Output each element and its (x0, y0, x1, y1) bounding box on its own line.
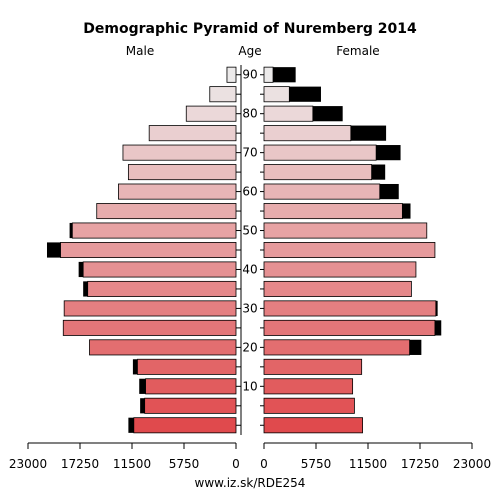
female-bar-90+ (263, 66, 274, 83)
male-x-tick-label: 0 (232, 457, 240, 471)
female-excess-25-29 (434, 320, 442, 336)
female-bar-75-79 (263, 125, 352, 142)
age-axis: 10 20 30 40 50 60 70 80 90 (236, 65, 264, 435)
female-bar-25-29 (263, 319, 436, 336)
female-bar-60-64 (263, 183, 381, 200)
female-excess-55-59 (402, 203, 411, 219)
female-excess-20-24 (409, 339, 422, 355)
age-tick-label: 40 (242, 262, 257, 276)
male-excess-5-9 (140, 398, 145, 414)
male-bar-20-24 (89, 339, 237, 356)
male-bar-25-29 (62, 319, 237, 336)
age-tick-label: 50 (242, 224, 257, 238)
age-tick-label: 10 (242, 379, 257, 393)
male-excess-0-4 (128, 417, 134, 433)
male-excess-40-44 (78, 261, 84, 278)
female-bars (263, 66, 442, 434)
female-excess-80-84 (312, 106, 343, 122)
female-excess-75-79 (350, 125, 387, 141)
male-bar-35-39 (87, 280, 237, 297)
male-bar-90+ (226, 66, 237, 83)
female-excess-70-74 (376, 145, 401, 161)
female-bar-20-24 (263, 339, 411, 356)
female-label: Female (336, 44, 379, 58)
age-tick-label: 70 (242, 146, 257, 160)
age-tick-label: 60 (242, 185, 257, 199)
age-tick-label: 30 (242, 301, 257, 315)
female-bar-50-54 (263, 222, 428, 239)
male-x-tick-label: 17250 (61, 457, 99, 471)
male-excess-15-19 (132, 359, 138, 375)
female-bar-45-49 (263, 242, 436, 258)
female-bar-30-34 (263, 300, 437, 317)
age-tick-label: 90 (242, 68, 257, 82)
male-bar-85-89 (209, 86, 237, 103)
female-bar-70-74 (263, 144, 377, 161)
male-x-tick-label: 23000 (9, 457, 47, 471)
male-excess-50-54 (69, 222, 73, 239)
female-excess-30-34 (435, 300, 438, 317)
female-bar-0-4 (263, 417, 363, 434)
x-axes: 23000 17250 11500 5750 0 0 5750 11500 17250 23000 (9, 442, 491, 471)
female-bar-10-14 (263, 378, 354, 395)
male-excess-35-39 (83, 281, 88, 297)
male-label: Male (126, 44, 154, 58)
footer-url: www.iz.sk/RDE254 (195, 476, 306, 490)
female-x-tick-label: 23000 (453, 457, 491, 471)
male-x-tick-label: 11500 (113, 457, 151, 471)
female-x-tick-label: 11500 (349, 457, 387, 471)
male-bar-15-19 (137, 358, 237, 375)
chart-title: Demographic Pyramid of Nuremberg 2014 (83, 21, 417, 37)
female-bar-85-89 (263, 86, 290, 103)
male-bar-5-9 (144, 397, 237, 414)
female-excess-90+ (273, 67, 296, 83)
female-excess-85-89 (289, 86, 321, 102)
female-bar-5-9 (263, 397, 355, 414)
female-bar-65-69 (263, 164, 373, 181)
age-tick-label: 20 (242, 340, 257, 354)
male-bar-65-69 (127, 164, 237, 181)
female-bar-35-39 (263, 280, 412, 297)
age-tick-label: 80 (242, 107, 257, 121)
male-bar-30-34 (63, 300, 237, 317)
female-bar-80-84 (263, 105, 314, 122)
male-bar-45-49 (60, 242, 237, 258)
male-bar-55-59 (96, 203, 237, 220)
male-bars (46, 66, 237, 434)
female-excess-60-64 (379, 183, 399, 200)
female-bar-15-19 (263, 358, 363, 375)
male-excess-45-49 (46, 242, 61, 258)
male-excess-10-14 (139, 378, 146, 394)
female-x-tick-label: 0 (260, 457, 268, 471)
female-bar-40-44 (263, 261, 417, 278)
male-bar-75-79 (148, 125, 237, 142)
male-bar-60-64 (118, 183, 237, 200)
male-bar-10-14 (145, 378, 237, 395)
male-bar-40-44 (82, 261, 237, 278)
male-bar-80-84 (185, 105, 237, 122)
age-label: Age (238, 44, 261, 58)
female-excess-65-69 (371, 164, 386, 180)
male-x-tick-label: 5750 (169, 457, 200, 471)
male-bar-70-74 (122, 144, 237, 161)
male-bar-50-54 (71, 222, 237, 239)
female-bar-55-59 (263, 203, 403, 220)
female-x-tick-label: 17250 (401, 457, 439, 471)
male-bar-0-4 (133, 417, 237, 434)
female-x-tick-label: 5750 (301, 457, 332, 471)
